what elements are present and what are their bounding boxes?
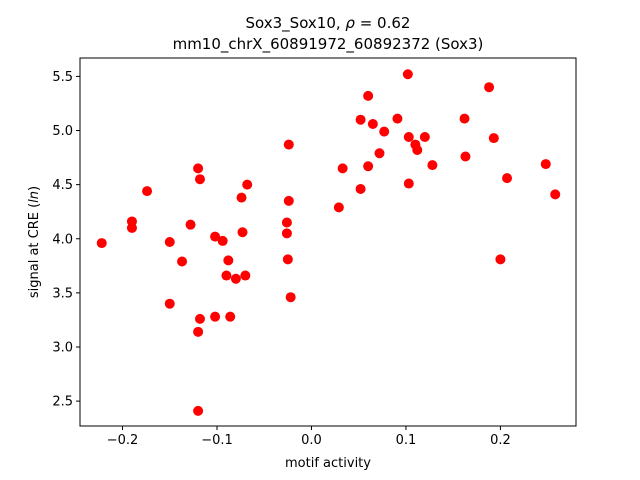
data-point-17 xyxy=(223,255,234,266)
data-point-51 xyxy=(495,254,506,265)
data-point-14 xyxy=(210,311,221,322)
data-point-48 xyxy=(460,151,471,162)
data-point-8 xyxy=(193,163,204,174)
chart-title-main: Sox3_Sox10, xyxy=(246,14,346,33)
chart-title-rho-value: = 0.62 xyxy=(355,14,411,32)
data-point-22 xyxy=(242,179,253,190)
y-tick-label-3: 4.0 xyxy=(52,232,73,247)
data-point-38 xyxy=(379,126,390,137)
y-tick-label-6: 5.5 xyxy=(52,70,73,85)
chart-subtitle: mm10_chrX_60891972_60892372 (Sox3) xyxy=(173,35,484,54)
data-point-42 xyxy=(403,178,414,189)
data-point-9 xyxy=(194,174,205,185)
data-point-31 xyxy=(337,163,348,174)
y-tick-label-4: 4.5 xyxy=(52,178,73,193)
data-point-26 xyxy=(281,217,292,228)
data-point-39 xyxy=(392,113,403,124)
data-point-34 xyxy=(363,90,374,101)
data-point-36 xyxy=(367,119,378,130)
data-point-11 xyxy=(194,313,205,324)
data-point-32 xyxy=(355,114,366,125)
data-point-23 xyxy=(240,270,251,281)
data-point-13 xyxy=(210,231,221,242)
data-point-53 xyxy=(540,159,551,170)
data-point-0 xyxy=(96,238,107,249)
x-tick-label-2: 0.0 xyxy=(301,433,322,448)
data-point-7 xyxy=(185,219,196,230)
data-point-29 xyxy=(285,292,296,303)
data-point-46 xyxy=(427,160,438,171)
data-point-30 xyxy=(333,202,344,213)
y-axis-label-prefix: signal at CRE ( xyxy=(27,203,42,298)
data-point-40 xyxy=(402,69,413,80)
data-point-41 xyxy=(403,132,414,143)
data-point-27 xyxy=(281,228,292,239)
data-point-28 xyxy=(282,254,293,265)
data-point-20 xyxy=(236,192,247,203)
y-tick-label-5: 5.0 xyxy=(52,124,73,139)
data-point-50 xyxy=(488,133,499,144)
data-point-12 xyxy=(193,405,204,416)
data-point-44 xyxy=(412,145,423,155)
data-point-15 xyxy=(217,235,228,246)
data-point-18 xyxy=(225,311,236,322)
data-point-47 xyxy=(459,113,470,124)
y-axis-ticks: 2.5 3.0 3.5 4.0 4.5 5.0 5.5 xyxy=(52,70,80,410)
x-tick-label-0: −0.2 xyxy=(107,433,139,448)
y-tick-label-2: 3.5 xyxy=(52,286,73,301)
chart-title: Sox3_Sox10, ρ = 0.62 xyxy=(246,14,411,33)
data-point-4 xyxy=(164,237,175,247)
x-tick-label-4: 0.2 xyxy=(490,433,511,448)
y-axis-label-italic: ln xyxy=(27,191,42,203)
y-tick-label-1: 3.0 xyxy=(52,340,73,355)
data-point-5 xyxy=(164,298,175,309)
y-axis-label: signal at CRE (ln) xyxy=(27,186,42,298)
data-point-10 xyxy=(193,326,204,337)
data-point-21 xyxy=(237,227,248,238)
data-point-33 xyxy=(355,183,366,194)
data-point-6 xyxy=(177,256,188,267)
data-point-54 xyxy=(550,189,561,200)
data-point-16 xyxy=(221,270,232,281)
data-point-19 xyxy=(230,273,241,284)
data-point-45 xyxy=(419,132,430,143)
x-axis-label: motif activity xyxy=(285,456,371,471)
data-point-37 xyxy=(374,148,385,159)
data-points xyxy=(96,69,561,416)
data-point-24 xyxy=(283,139,294,150)
plot-frame xyxy=(79,57,577,427)
x-axis-ticks: −0.2 −0.1 0.0 0.1 0.2 xyxy=(107,426,511,448)
x-tick-label-1: −0.1 xyxy=(201,433,233,448)
data-point-35 xyxy=(363,161,374,172)
data-point-25 xyxy=(283,195,294,206)
data-point-2 xyxy=(126,222,137,233)
y-axis-label-suffix: ) xyxy=(27,186,42,191)
y-tick-label-0: 2.5 xyxy=(52,395,73,410)
x-tick-label-3: 0.1 xyxy=(396,433,417,448)
data-point-3 xyxy=(142,186,153,197)
chart-title-rho-symbol: ρ xyxy=(345,14,355,32)
data-point-49 xyxy=(484,82,495,93)
data-point-52 xyxy=(502,173,513,184)
